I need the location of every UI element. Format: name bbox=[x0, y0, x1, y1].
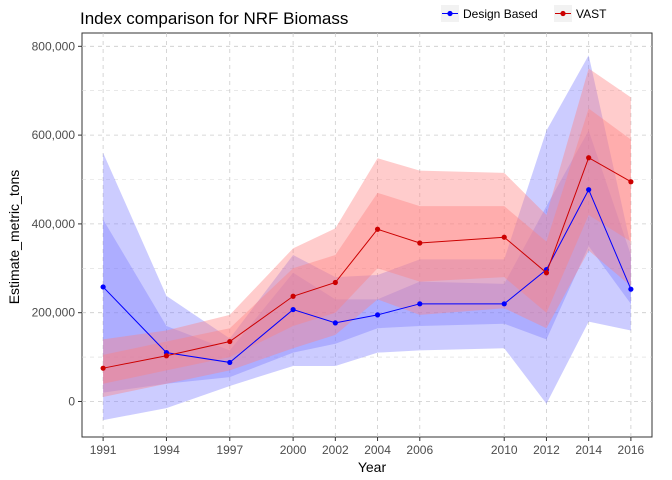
y-axis: 0 200,000 400,000 600,000 800,000 bbox=[32, 39, 82, 408]
series-1-point bbox=[374, 226, 381, 232]
y-tick-label: 200,000 bbox=[32, 306, 76, 320]
plot-area bbox=[81, 32, 653, 438]
series-0-point bbox=[374, 312, 381, 318]
y-tick-label: 600,000 bbox=[32, 128, 76, 142]
x-tick-label: 2002 bbox=[322, 443, 349, 457]
y-tick-label: 400,000 bbox=[32, 217, 76, 231]
x-tick-label: 2000 bbox=[280, 443, 307, 457]
series-0-inner-band bbox=[103, 130, 631, 393]
series-1-point bbox=[417, 240, 423, 246]
series-1-point bbox=[100, 365, 106, 371]
y-tick-label: 0 bbox=[68, 394, 75, 408]
legend-label-1: VAST bbox=[576, 7, 607, 21]
series-0-point bbox=[586, 187, 592, 193]
series-1-inner-band bbox=[103, 108, 631, 384]
plot-panel bbox=[81, 32, 653, 438]
series-1-point bbox=[332, 279, 338, 286]
x-tick-label: 2010 bbox=[491, 443, 518, 457]
series-1-outer-band bbox=[103, 68, 631, 398]
x-tick-label: 2006 bbox=[406, 443, 433, 457]
series-1-point bbox=[163, 353, 170, 359]
x-tick-label: 2014 bbox=[575, 443, 602, 457]
series-1-point bbox=[543, 270, 550, 276]
legend-key-point-0 bbox=[447, 10, 453, 17]
series-0-point bbox=[100, 284, 106, 290]
series-0-point bbox=[417, 301, 423, 307]
series-1-point bbox=[501, 234, 507, 240]
legend-box bbox=[439, 4, 617, 24]
series-0-point bbox=[227, 359, 233, 366]
y-axis-title: Estimate_metric_tons bbox=[6, 170, 22, 305]
legend-label-0: Design Based bbox=[463, 7, 538, 21]
legend: Design Based VAST bbox=[439, 4, 617, 24]
y-tick-label: 800,000 bbox=[32, 39, 76, 53]
x-tick-label: 1997 bbox=[216, 443, 243, 457]
series-1-point bbox=[227, 338, 233, 345]
x-tick-label: 1991 bbox=[90, 443, 117, 457]
series-0-point bbox=[628, 286, 634, 292]
series-1-point bbox=[586, 155, 592, 161]
chart-title: Index comparison for NRF Biomass bbox=[80, 9, 348, 28]
x-tick-label: 2012 bbox=[533, 443, 560, 457]
x-tick-label: 2004 bbox=[364, 443, 391, 457]
x-tick-label: 2016 bbox=[618, 443, 645, 457]
x-axis: 1991 1994 1997 2000 2002 2004 2006 2010 2012 2014… bbox=[90, 437, 645, 457]
x-tick-label: 1994 bbox=[153, 443, 180, 457]
x-axis-title: Year bbox=[358, 459, 387, 475]
series-1-point bbox=[628, 179, 634, 185]
series-1-point bbox=[290, 293, 296, 299]
series-0-point bbox=[332, 320, 338, 326]
series-0-outer-band bbox=[103, 55, 631, 421]
legend-key-point-1 bbox=[560, 10, 566, 17]
series-0-point bbox=[501, 301, 507, 307]
series-0-point bbox=[290, 306, 296, 313]
